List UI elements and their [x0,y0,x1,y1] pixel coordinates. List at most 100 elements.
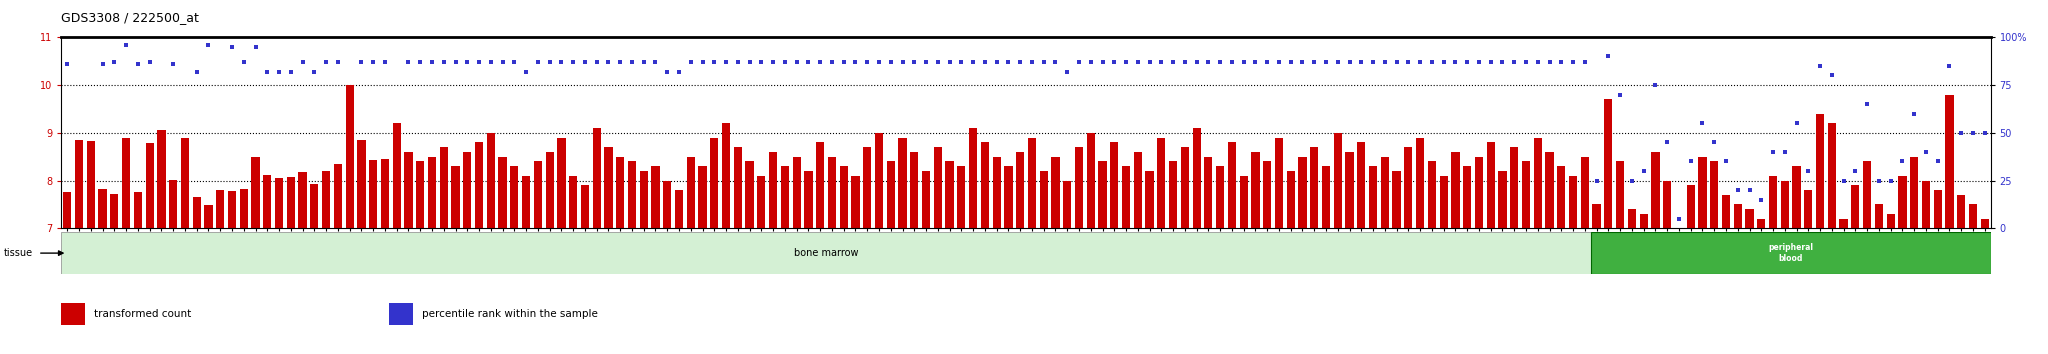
Point [1686,120,1718,126]
Point [1651,139,1683,145]
Bar [1780,181,1788,228]
Point [1475,59,1507,65]
Bar [1827,123,1835,228]
Point [616,59,649,65]
Bar [61,232,1591,274]
Point [1427,59,1460,65]
Bar [498,156,506,228]
Point [1380,59,1413,65]
Point [1968,130,2001,136]
Text: GDS3308 / 222500_at: GDS3308 / 222500_at [61,11,199,24]
Point [205,30,238,36]
Bar [63,192,72,228]
Bar [381,159,389,228]
Point [969,59,1001,65]
Bar [1217,166,1225,228]
Point [922,59,954,65]
Bar [1628,209,1636,228]
Point [1898,111,1931,116]
Point [934,59,967,65]
Point [180,69,213,74]
Point [1497,59,1530,65]
Point [1487,59,1520,65]
Point [874,59,907,65]
Point [297,69,330,74]
Bar [416,161,424,228]
Bar [1733,205,1743,228]
Point [1534,59,1567,65]
Bar [557,137,565,228]
Bar [287,177,295,228]
Bar [1346,152,1354,228]
Point [215,44,248,50]
Point [309,59,342,65]
Bar [686,156,694,228]
Bar [1522,161,1530,228]
Bar [711,137,719,228]
Bar [922,171,930,228]
Bar [1769,176,1778,228]
Bar [1851,185,1860,228]
Point [287,59,319,65]
Point [1286,59,1319,65]
Bar [745,161,754,228]
Bar [158,130,166,228]
Point [1440,59,1473,65]
Point [1722,187,1755,193]
Bar [733,147,741,228]
Point [1522,59,1554,65]
Point [815,59,848,65]
Bar [1239,176,1247,228]
Point [1909,149,1942,155]
Point [322,59,354,65]
Bar [1874,205,1882,228]
Bar [180,138,188,228]
Bar [1157,137,1165,228]
Point [604,59,637,65]
Point [416,59,449,65]
Point [793,59,825,65]
Bar [475,142,483,228]
Point [522,59,555,65]
Bar [205,205,213,228]
Bar [1757,219,1765,228]
Bar [1298,156,1307,228]
Bar [616,156,625,228]
Bar [440,147,449,228]
Bar [664,181,672,228]
Bar [1110,142,1118,228]
Point [193,42,225,48]
Point [1321,59,1354,65]
Point [463,59,496,65]
Bar [369,160,377,228]
Point [557,59,590,65]
Bar [1452,152,1460,228]
Bar [1958,195,1966,228]
Bar [393,123,401,228]
Point [1663,216,1696,222]
Point [1251,59,1284,65]
Bar [1886,214,1894,228]
Point [1710,159,1743,164]
Bar [1075,147,1083,228]
Point [1393,59,1425,65]
Bar [1546,152,1554,228]
Bar [815,142,823,228]
Point [1827,178,1860,183]
Point [438,59,471,65]
Bar [98,189,106,228]
Bar [1556,166,1565,228]
Bar [389,303,412,325]
Point [1780,120,1812,126]
Bar [1604,99,1612,228]
Point [98,59,131,65]
Point [1346,59,1378,65]
Point [674,59,707,65]
Bar [61,303,84,325]
Point [1956,130,1989,136]
Bar [240,189,248,228]
Bar [934,147,942,228]
Point [158,61,190,67]
Bar [1368,166,1376,228]
Point [391,59,424,65]
